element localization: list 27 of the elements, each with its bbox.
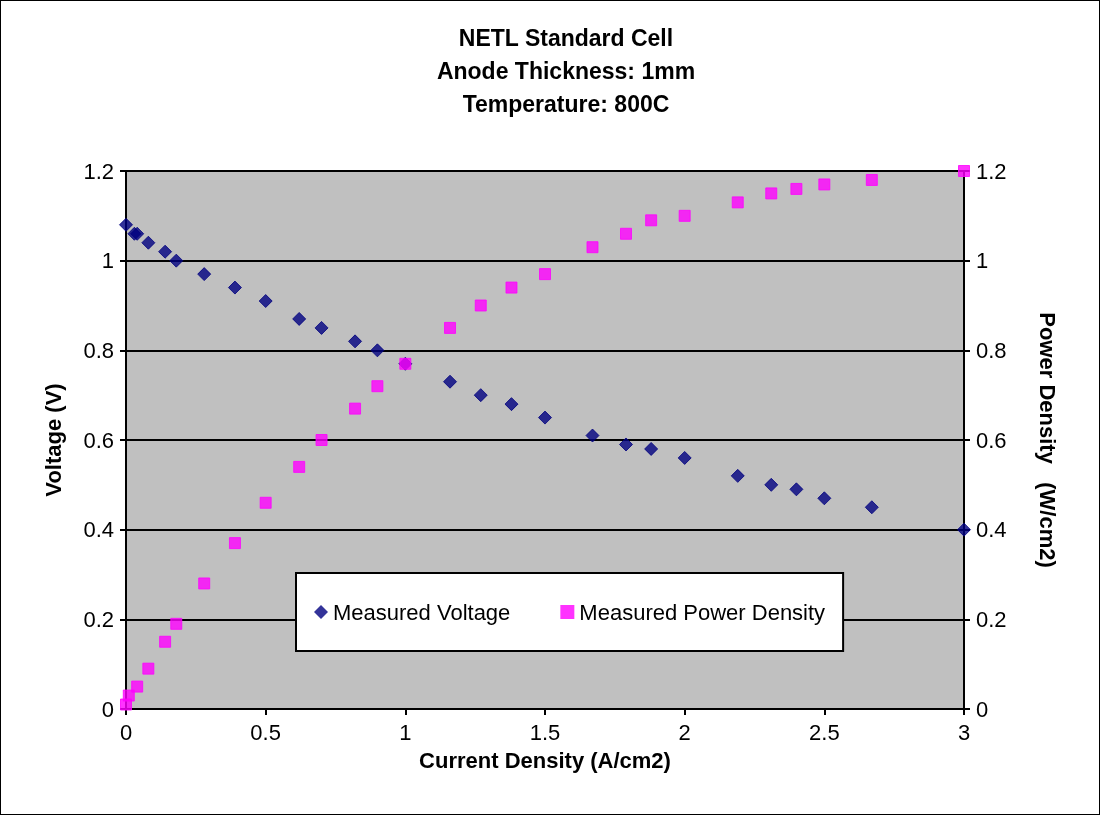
- x-tick-label: 3: [957, 719, 971, 745]
- y2-tick-label: 0: [976, 696, 989, 722]
- y2-tick-label: 0.6: [976, 427, 1007, 453]
- y2-tick-label: 0.8: [976, 337, 1007, 363]
- y2-tick-label: 1.2: [976, 158, 1007, 184]
- y-tick-label: 1: [101, 248, 114, 274]
- y2-axis-title: Power Density (W/cm2): [1034, 312, 1060, 568]
- y2-tick-label: 0.4: [976, 517, 1007, 543]
- y-tick-label: 0: [101, 696, 114, 722]
- y-tick-label: 0.4: [83, 517, 114, 543]
- legend-label: Measured Voltage: [333, 599, 511, 625]
- x-tick-label: 2.5: [809, 719, 840, 745]
- y-axis-title: Voltage (V): [40, 383, 66, 497]
- x-axis-title: Current Density (A/cm2): [419, 747, 671, 773]
- chart-title: NETL Standard Cell Anode Thickness: 1mm Temperature: 800C: [436, 24, 696, 117]
- y-tick-label: 0.8: [83, 337, 114, 363]
- y2-tick-label: 0.2: [976, 606, 1007, 632]
- y-tick-label: 1.2: [83, 158, 114, 184]
- legend-label: Measured Power Density: [579, 599, 826, 625]
- x-tick-label: 2: [678, 719, 691, 745]
- x-tick-label: 0.5: [250, 719, 281, 745]
- y-tick-label: 0.6: [83, 427, 114, 453]
- y2-tick-label: 1: [976, 248, 989, 274]
- x-tick-label: 1.5: [529, 719, 561, 745]
- x-tick-label: 1: [399, 719, 412, 745]
- x-tick-label: 0: [119, 719, 133, 745]
- y-tick-label: 0.2: [83, 606, 114, 632]
